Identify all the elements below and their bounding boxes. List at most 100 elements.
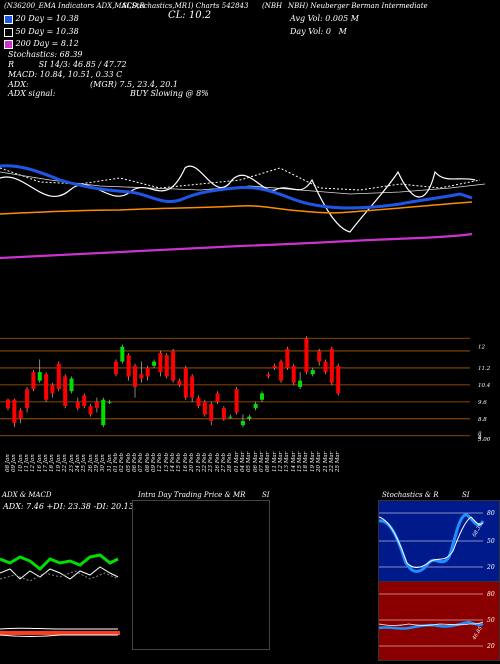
adx-label: ADX: bbox=[8, 80, 29, 89]
candle-body bbox=[240, 420, 245, 426]
date-label: 27 Feb bbox=[220, 452, 227, 472]
rsi-panel: 80 50 20 46.85 bbox=[378, 581, 500, 661]
rsi-mark: 46.85 bbox=[471, 626, 484, 642]
stoch-tick-50: 50 bbox=[487, 538, 495, 545]
candle-body bbox=[298, 380, 303, 387]
price-axis-label: 5.00 bbox=[478, 437, 491, 443]
rsi-prefix: R bbox=[8, 60, 15, 69]
date-label: 07 Feb bbox=[138, 452, 145, 472]
candle-body bbox=[18, 410, 23, 419]
day-volume-value: Day Vol: 0 bbox=[290, 27, 331, 36]
date-axis: 08 Jan 09 Jan 10 Jan 11 Jan 12 Jan 16 Jan 17 J… bbox=[0, 452, 500, 490]
ema200-line bbox=[0, 232, 473, 260]
candle-body bbox=[304, 338, 309, 373]
candle-body bbox=[310, 370, 315, 375]
candle-body bbox=[56, 363, 61, 390]
date-label: 12 Jan bbox=[30, 454, 37, 472]
stochastics-plot: 80 50 20 68.39 bbox=[378, 510, 495, 573]
adx-minus-di bbox=[0, 566, 119, 580]
rsi-signal-line bbox=[378, 621, 484, 626]
candle-body bbox=[126, 355, 131, 377]
date-label: 26 Jan bbox=[87, 454, 94, 472]
buy-signal: BUY Slowing @ 8% bbox=[130, 89, 209, 98]
date-label: 08 Mar bbox=[265, 451, 272, 472]
date-label: 20 Mar bbox=[316, 451, 323, 472]
rsi-text: SI 14/3: 46.85 / 47.72 bbox=[38, 60, 127, 69]
date-label: 18 Mar bbox=[303, 451, 310, 472]
candle-body bbox=[50, 384, 55, 394]
si-line: SI,Stochastics,MR bbox=[122, 2, 188, 10]
ema50-swatch bbox=[4, 27, 13, 37]
ema200-legend: 200 Day = 8.12 bbox=[4, 39, 79, 49]
date-label: 13 Mar bbox=[284, 451, 291, 472]
candle-body bbox=[209, 403, 214, 421]
company-line: NBH) Neuberger Berman Intermediate bbox=[288, 2, 428, 10]
date-label: 23 Feb bbox=[208, 452, 215, 472]
source-line: (N36200_EMA Indicators ADX,MACD,R bbox=[4, 2, 145, 10]
date-label: 21 Feb bbox=[195, 452, 202, 472]
rsi-reading: R SI 14/3: 46.85 / 47.72 bbox=[8, 60, 127, 69]
date-label: 21 Mar bbox=[322, 451, 329, 472]
candle-body bbox=[101, 399, 106, 426]
candle-body bbox=[152, 361, 157, 366]
date-label: 28 Feb bbox=[227, 452, 234, 472]
day-volume-unit: M bbox=[338, 27, 347, 36]
price-axis-label: 8.8 bbox=[478, 417, 487, 423]
price-line bbox=[0, 165, 476, 233]
candle-body bbox=[133, 365, 137, 387]
candle-body bbox=[266, 374, 271, 377]
date-label: 16 Jan bbox=[36, 454, 43, 472]
candle-body bbox=[113, 361, 118, 375]
candle-body bbox=[94, 401, 99, 409]
date-label: 08 Feb bbox=[144, 452, 151, 472]
ema20-text: 20 Day = 10.38 bbox=[15, 14, 79, 23]
candle-body bbox=[145, 367, 150, 377]
day-volume: Day Vol: 0 M bbox=[290, 27, 347, 36]
date-label: 25 Jan bbox=[81, 454, 88, 472]
adx-lines bbox=[0, 553, 119, 582]
price-axis-label: 9.6 bbox=[478, 400, 487, 406]
date-label: 22 Jan bbox=[62, 454, 69, 472]
rsi-tick-80: 80 bbox=[487, 591, 495, 598]
candle-body bbox=[177, 380, 182, 385]
macd-histogram bbox=[0, 631, 120, 635]
macd-signal bbox=[0, 634, 118, 637]
candle-body bbox=[279, 361, 284, 381]
stoch-title: Stochastics & R bbox=[382, 491, 439, 499]
macd-reading: MACD: 10.84, 10.51, 0.33 C bbox=[8, 70, 123, 79]
ema20-legend: 20 Day = 10.38 bbox=[4, 14, 79, 24]
candle-body bbox=[202, 401, 207, 415]
candle-body bbox=[272, 365, 277, 368]
candle-body bbox=[291, 365, 296, 383]
adx-plus-di bbox=[0, 553, 119, 572]
candle-body bbox=[6, 399, 10, 409]
date-label: 19 Jan bbox=[55, 454, 62, 472]
date-label: 26 Feb bbox=[214, 452, 221, 472]
candle-body bbox=[221, 408, 226, 419]
date-label: 18 Jan bbox=[49, 454, 56, 472]
candle-body bbox=[215, 393, 220, 402]
candle-body bbox=[228, 416, 233, 418]
thin-ma-line bbox=[0, 171, 486, 195]
candle-body bbox=[75, 401, 80, 409]
date-label: 29 Jan bbox=[93, 454, 100, 472]
ticker-line: (NBH bbox=[262, 2, 283, 10]
stoch-d-line bbox=[378, 516, 484, 568]
intraday-panel bbox=[132, 500, 270, 650]
date-label: 02 Feb bbox=[119, 452, 126, 472]
date-label: 10 Jan bbox=[17, 454, 24, 472]
date-label: 15 Feb bbox=[176, 452, 183, 472]
adx-readings: ADX: 7.46 +DI: 23.38 -DI: 20.13 bbox=[3, 502, 134, 511]
date-label: 22 Mar bbox=[328, 451, 335, 472]
ema50-legend: 50 Day = 10.38 bbox=[4, 27, 79, 37]
adx-line bbox=[0, 570, 119, 582]
intraday-si-title: SI bbox=[262, 491, 270, 499]
date-label: 05 Feb bbox=[125, 452, 132, 472]
date-label: 25 Mar bbox=[335, 451, 342, 472]
date-label: 20 Feb bbox=[189, 452, 196, 472]
price-axis-label: 10.4 bbox=[478, 383, 491, 389]
rsi-tick-20: 20 bbox=[486, 643, 495, 650]
date-label: 13 Feb bbox=[163, 452, 170, 472]
stoch-tick-80: 80 bbox=[487, 510, 495, 517]
